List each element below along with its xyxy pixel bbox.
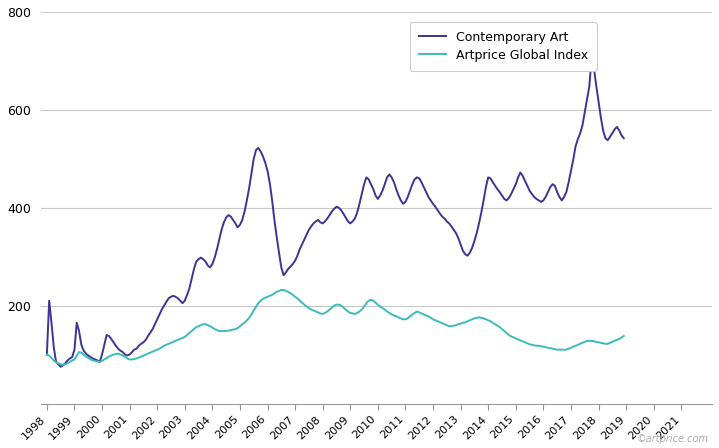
- Legend: Contemporary Art, Artprice Global Index: Contemporary Art, Artprice Global Index: [410, 22, 597, 71]
- Artprice Global Index: [54, 361, 63, 366]
- Line: Contemporary Art: Contemporary Art: [47, 58, 624, 367]
- Artprice Global Index: [610, 338, 619, 344]
- Artprice Global Index: [415, 310, 423, 315]
- Contemporary Art: [449, 227, 458, 233]
- Contemporary Art: [54, 362, 63, 367]
- Contemporary Art: [610, 127, 619, 132]
- Contemporary Art: [413, 175, 421, 180]
- Artprice Global Index: [277, 287, 285, 293]
- Artprice Global Index: [59, 362, 68, 367]
- Artprice Global Index: [505, 332, 513, 338]
- Artprice Global Index: [620, 333, 628, 339]
- Contemporary Art: [56, 364, 65, 370]
- Artprice Global Index: [217, 328, 226, 334]
- Contemporary Art: [42, 352, 51, 357]
- Contemporary Art: [587, 56, 596, 61]
- Artprice Global Index: [42, 352, 51, 357]
- Text: ©artprice.com: ©artprice.com: [636, 434, 708, 444]
- Contemporary Art: [503, 198, 511, 203]
- Artprice Global Index: [452, 323, 460, 328]
- Contemporary Art: [620, 136, 628, 141]
- Contemporary Art: [217, 227, 226, 233]
- Line: Artprice Global Index: Artprice Global Index: [47, 290, 624, 365]
